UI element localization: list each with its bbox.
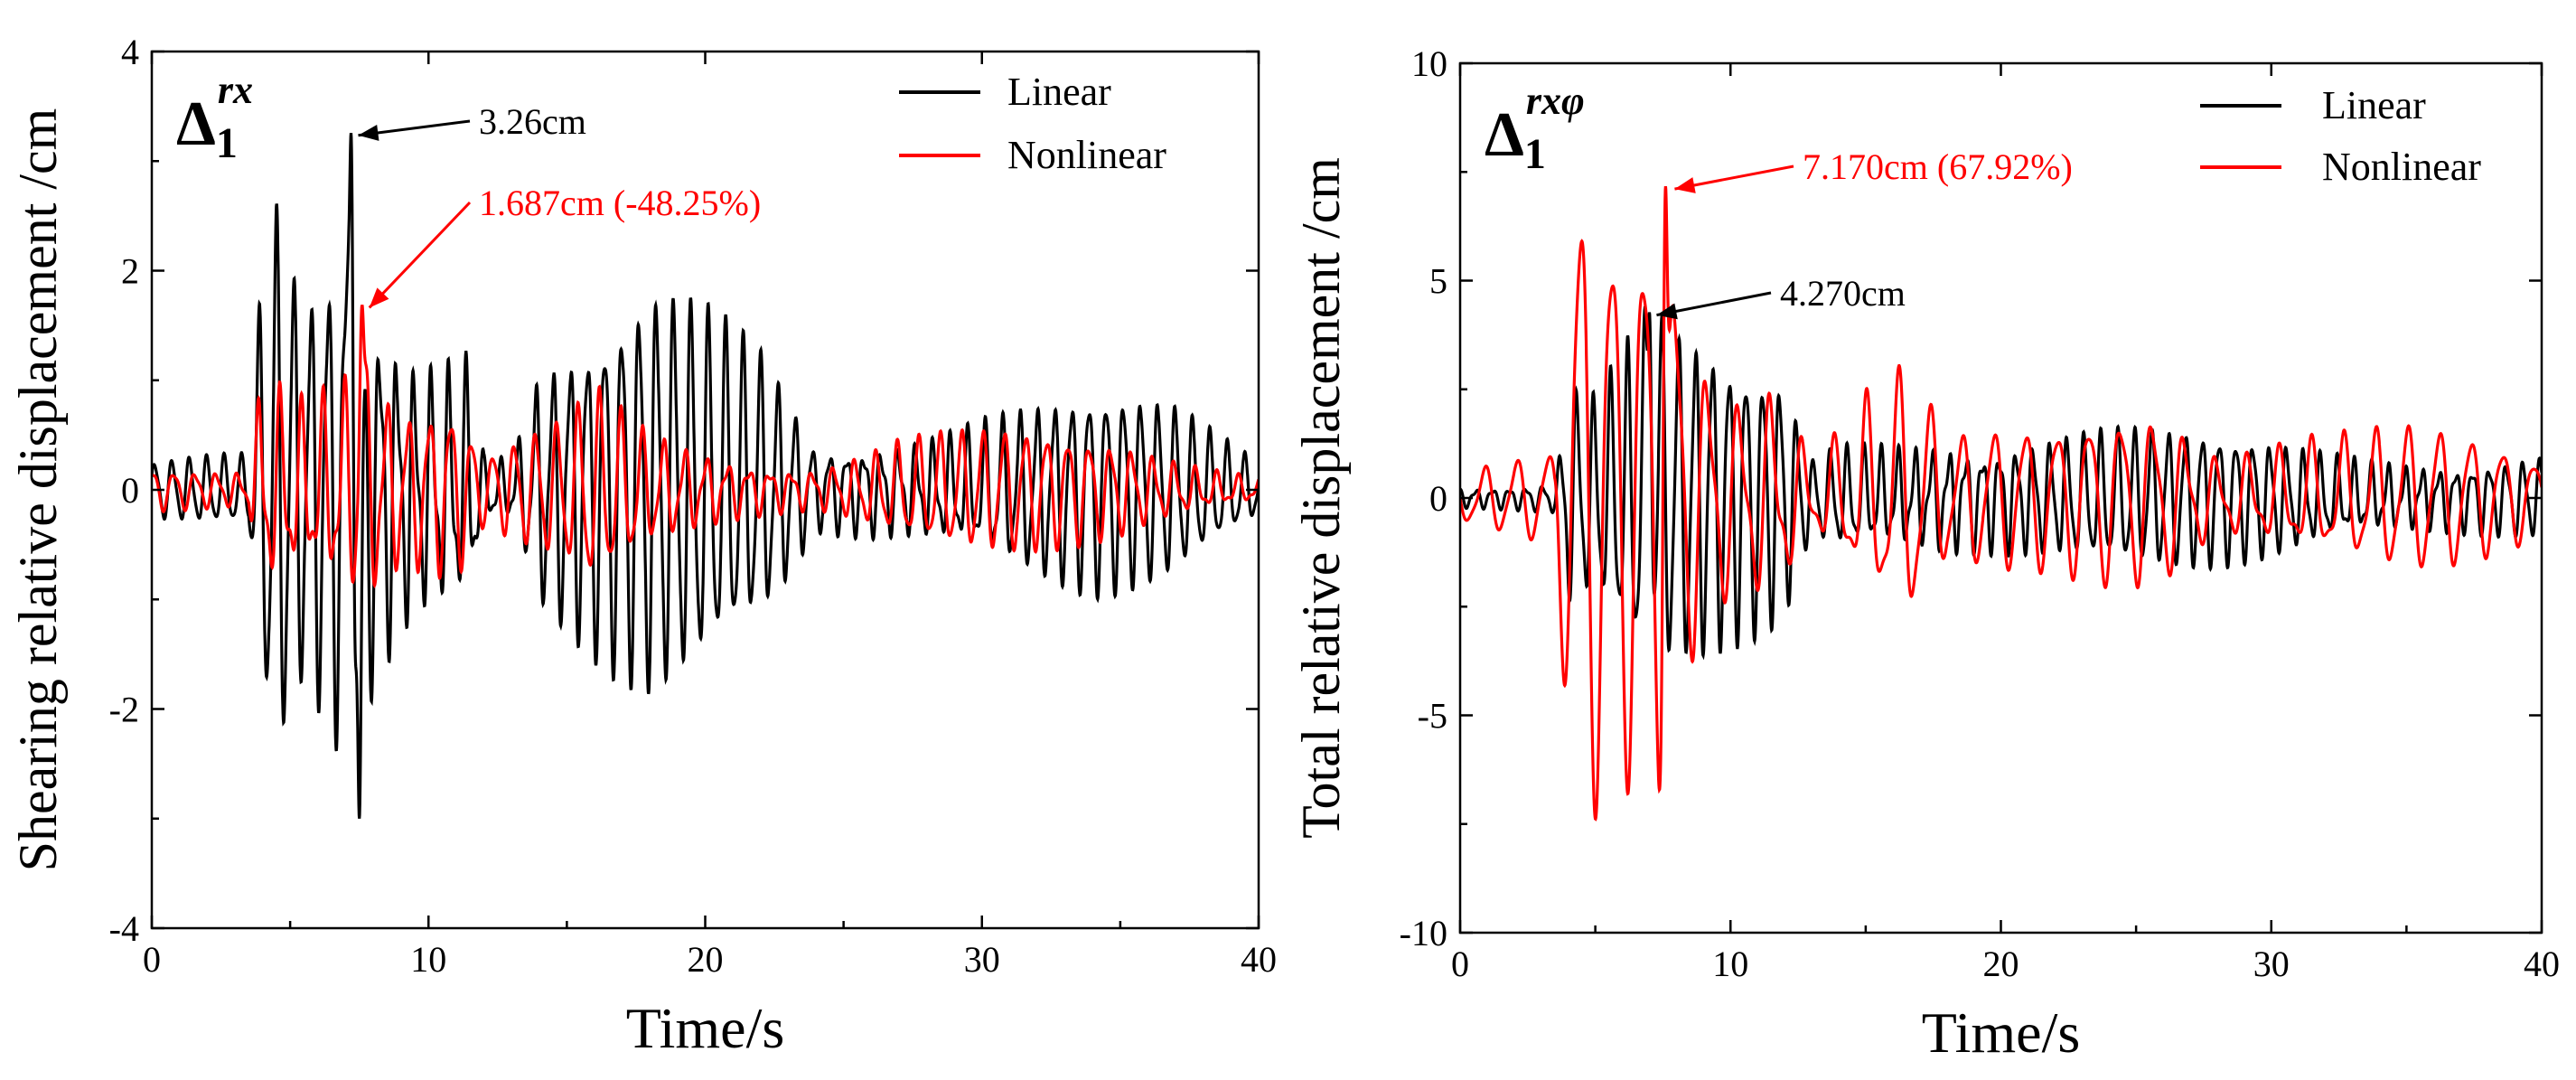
y-tick-label: 2 xyxy=(121,251,139,292)
legend-label-nonlinear: Nonlinear xyxy=(2322,145,2481,189)
x-tick-label: 20 xyxy=(1983,944,2019,984)
x-tick-label: 10 xyxy=(1712,944,1748,984)
x-tick-label: 30 xyxy=(2253,944,2290,984)
panel-symbol-sup: rxφ xyxy=(1526,79,1585,123)
y-tick-label: 4 xyxy=(121,32,139,72)
series-line-nonlinear xyxy=(1460,185,2542,822)
y-axis-label: Shearing relative displacement /cm xyxy=(8,108,68,872)
annotation-arrow xyxy=(368,201,472,309)
annotation-label: 7.170cm (67.92%) xyxy=(1803,146,2073,187)
y-axis-label: Total relative displacement /cm xyxy=(1291,157,1351,839)
annotation-arrow xyxy=(1674,164,1794,191)
x-tick-label: 10 xyxy=(410,939,446,980)
panel-symbol-delta: Δ xyxy=(1485,100,1524,170)
annotation-arrowhead xyxy=(1674,177,1696,193)
chart-panel-1: 0 10 20 30 40 -4 -2 0 2 4 Time/s Shearing relative … xyxy=(8,32,1277,1060)
y-tick-label: 0 xyxy=(1429,478,1447,519)
x-tick-label: 30 xyxy=(964,939,1000,980)
annotation-arrowhead xyxy=(358,125,379,141)
series-line-linear xyxy=(152,132,1259,819)
panel-symbol-sup: rx xyxy=(218,68,253,112)
annotation-label: 4.270cm xyxy=(1780,273,1906,314)
y-tick-label: -10 xyxy=(1400,913,1447,953)
annotation-label: 1.687cm (-48.25%) xyxy=(479,183,761,223)
panel-symbol-sub: 1 xyxy=(1524,130,1546,178)
annotation-label: 3.26cm xyxy=(479,101,586,142)
panel-symbol: Δ1 rxφ xyxy=(1485,79,1585,178)
panel-symbol: Δ1 rx xyxy=(176,68,253,167)
x-tick-label: 40 xyxy=(1241,939,1277,980)
y-tick-label: -5 xyxy=(1418,696,1447,737)
x-axis-label: Time/s xyxy=(626,996,785,1060)
legend-label-linear: Linear xyxy=(1007,70,1111,114)
y-tick-label: -4 xyxy=(109,908,139,949)
panel-symbol-sub: 1 xyxy=(216,119,238,167)
chart-panel-2: 0 10 20 30 40 -10 -5 0 5 10 Time/s Total relative d… xyxy=(1291,43,2560,1065)
y-tick-label: 5 xyxy=(1429,261,1447,302)
x-tick-label: 0 xyxy=(1451,944,1469,984)
x-tick-label: 40 xyxy=(2524,944,2560,984)
panel-symbol-delta: Δ xyxy=(176,89,216,159)
series-line-nonlinear xyxy=(152,305,1259,589)
x-axis-label: Time/s xyxy=(1922,1000,2081,1065)
y-tick-label: -2 xyxy=(109,690,139,730)
y-tick-label: 10 xyxy=(1411,43,1447,84)
legend-label-linear: Linear xyxy=(2322,83,2426,127)
y-tick-label: 0 xyxy=(121,470,139,511)
annotation-arrowhead xyxy=(1656,303,1678,320)
annotation-arrowhead xyxy=(369,287,389,308)
x-tick-label: 0 xyxy=(143,939,161,980)
x-tick-label: 20 xyxy=(688,939,724,980)
legend-label-nonlinear: Nonlinear xyxy=(1007,133,1166,177)
